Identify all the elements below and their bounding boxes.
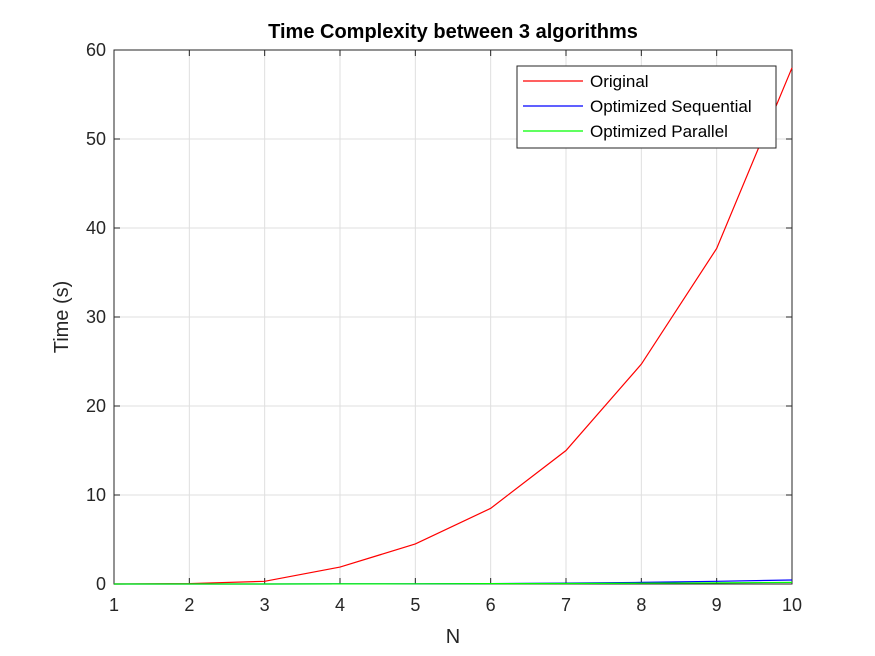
x-tick-label: 4	[335, 595, 345, 615]
series-line-2	[114, 581, 793, 585]
y-tick-label: 30	[86, 307, 106, 327]
x-tick-label: 8	[636, 595, 646, 615]
x-tick-label: 5	[410, 595, 420, 615]
x-tick-label: 1	[109, 595, 119, 615]
x-tick-label: 10	[782, 595, 802, 615]
legend-label-0: Original	[590, 72, 649, 91]
x-tick-label: 2	[184, 595, 194, 615]
legend: Original Optimized Sequential Optimized Pa…	[516, 65, 777, 149]
y-axis-label: Time (s)	[51, 281, 73, 354]
x-tick-label: 9	[712, 595, 722, 615]
x-axis-label: N	[446, 626, 460, 648]
y-tick-label: 20	[86, 396, 106, 416]
x-tick-label: 3	[260, 595, 270, 615]
legend-box	[516, 65, 777, 149]
y-tick-label: 60	[86, 40, 106, 60]
y-tick-label: 0	[96, 574, 106, 594]
x-tick-label: 6	[486, 595, 496, 615]
x-tick-label: 7	[561, 595, 571, 615]
y-tick-label: 10	[86, 485, 106, 505]
y-tick-label: 50	[86, 129, 106, 149]
chart-title: Time Complexity between 3 algorithms	[268, 21, 638, 43]
y-tick-label: 40	[86, 218, 106, 238]
legend-label-2: Optimized Parallel	[590, 122, 728, 141]
legend-label-1: Optimized Sequential	[590, 97, 752, 116]
series-line-0	[113, 67, 793, 585]
